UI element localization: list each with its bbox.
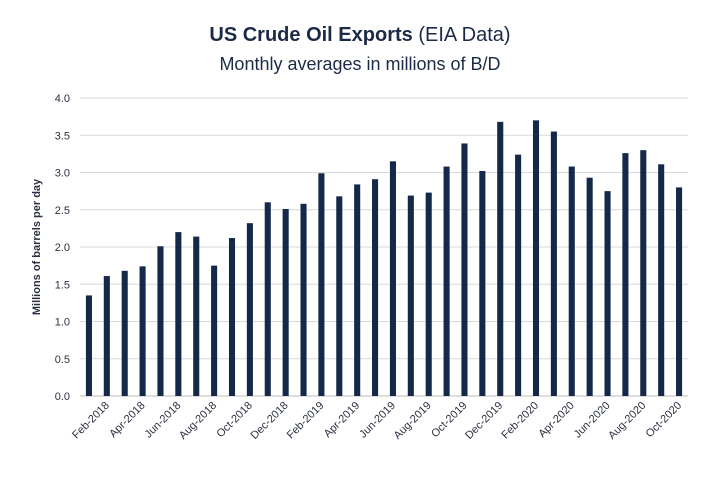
bar: [389, 161, 396, 396]
bar: [282, 209, 289, 396]
chart-title-line: US Crude Oil Exports (EIA Data): [0, 22, 720, 48]
bar: [228, 238, 236, 396]
bar: [264, 202, 271, 396]
bar: [211, 265, 218, 397]
chart-title-suffix: (EIA Data): [418, 24, 511, 46]
bar: [425, 192, 432, 396]
bar: [103, 276, 110, 396]
bar: [336, 196, 343, 396]
bar: [372, 179, 379, 396]
y-tick-label: 4.0: [55, 93, 70, 105]
x-tick-label: Feb-2020: [499, 400, 541, 442]
bar: [354, 184, 361, 396]
bar: [497, 121, 504, 396]
bar: [461, 143, 468, 396]
bar: [676, 187, 683, 396]
y-tick-label: 0.0: [55, 391, 70, 403]
x-tick-label: Apr-2019: [322, 400, 362, 440]
bar: [658, 164, 665, 396]
x-tick-label: Feb-2019: [285, 400, 327, 442]
chart-header: US Crude Oil Exports (EIA Data) Monthly …: [0, 22, 720, 76]
bar: [443, 166, 450, 396]
y-tick-label: 2.0: [55, 242, 70, 254]
bar: [515, 154, 522, 396]
x-tick-layer: Feb-2018Apr-2018Jun-2018Aug-2018Oct-2018…: [70, 400, 684, 442]
bar: [550, 131, 557, 396]
bar: [407, 195, 414, 396]
x-tick-label: Aug-2018: [177, 400, 219, 442]
y-tick-label: 2.5: [55, 205, 70, 217]
y-tick-label: 1.5: [55, 279, 70, 291]
y-tick-label: 0.5: [55, 354, 70, 366]
x-tick-label: Dec-2018: [249, 400, 291, 442]
bar: [300, 203, 307, 396]
bar-layer: [85, 120, 683, 397]
x-tick-label: Feb-2018: [70, 400, 112, 442]
x-tick-label: Apr-2018: [107, 400, 147, 440]
chart-subtitle: Monthly averages in millions of B/D: [219, 54, 501, 74]
y-axis-label: Millions of barrels per day: [31, 178, 43, 315]
bar: [640, 150, 647, 396]
x-tick-label: Apr-2020: [536, 400, 576, 440]
bar: [586, 177, 593, 396]
bar: [85, 295, 92, 396]
bar: [318, 173, 325, 396]
bar: [193, 236, 200, 396]
x-tick-label: Aug-2019: [392, 400, 434, 442]
bar: [246, 223, 253, 396]
x-tick-label: Aug-2020: [606, 400, 648, 442]
bar: [604, 191, 611, 397]
bar: [139, 266, 146, 396]
x-tick-label: Dec-2019: [463, 400, 505, 442]
y-tick-label: 3.0: [55, 168, 70, 180]
bar: [157, 246, 164, 396]
bar: [175, 232, 182, 396]
y-tick-label: 3.5: [55, 130, 70, 142]
bar: [622, 153, 629, 396]
y-tick-layer: 0.0 0.5 1.0 1.5 2.0 2.5 3.0 3.5 4.0: [55, 93, 70, 403]
grid-layer: [80, 97, 688, 397]
bar: [121, 270, 128, 396]
x-tick-label: Oct-2020: [644, 400, 684, 440]
bar: [568, 166, 575, 396]
y-tick-label: 1.0: [55, 317, 70, 329]
chart-title: US Crude Oil Exports: [209, 24, 413, 46]
bar: [532, 120, 540, 396]
bar: [479, 171, 486, 396]
